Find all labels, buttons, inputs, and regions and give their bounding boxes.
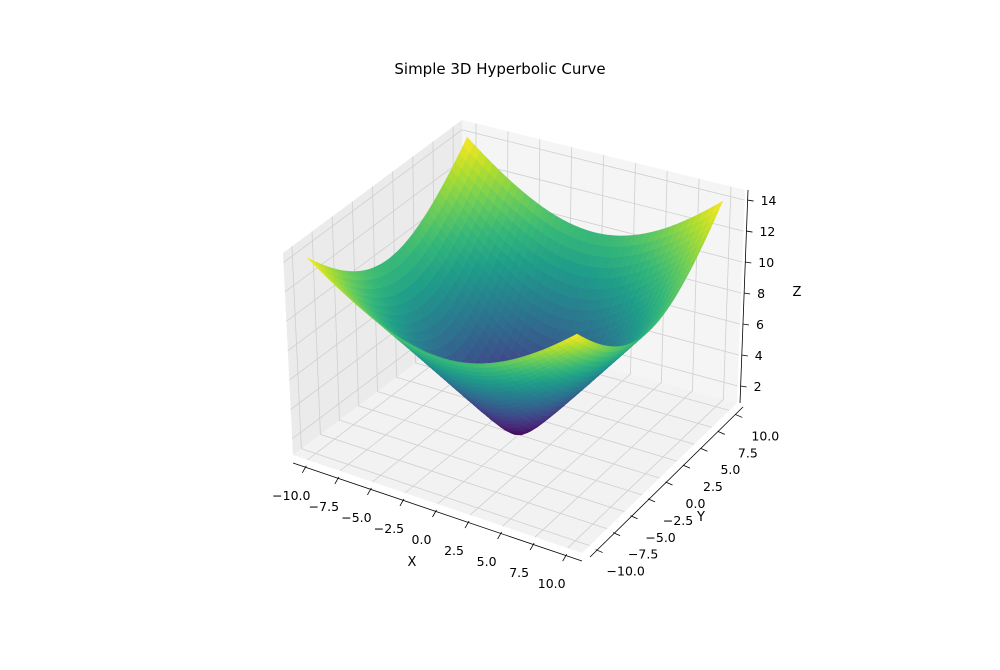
y-tick (630, 515, 638, 520)
x-tick-label: −7.5 (309, 499, 339, 514)
x-tick-label: −5.0 (341, 510, 371, 525)
x-tick-label: 7.5 (509, 565, 529, 580)
y-tick-label: 10.0 (751, 428, 779, 443)
x-tick-label: 10.0 (538, 576, 566, 591)
x-tick-label: 5.0 (477, 554, 497, 569)
y-tick-label: 5.0 (720, 462, 740, 477)
z-axis-line (739, 189, 749, 404)
y-tick-label: 0.0 (686, 496, 706, 511)
y-tick (700, 447, 708, 452)
axes: −10.0−7.5−5.0−2.50.02.55.07.510.0−10.0−7… (272, 189, 779, 591)
y-tick (647, 498, 656, 503)
x-tick (497, 531, 502, 540)
surface-patch (306, 257, 319, 268)
z-axis-label: Z (793, 285, 802, 300)
z-tick-label: 4 (755, 348, 763, 363)
y-tick (612, 532, 621, 537)
y-tick (665, 481, 673, 486)
z-tick (747, 199, 754, 202)
z-tick-label: 2 (754, 379, 762, 394)
y-tick (682, 464, 691, 469)
x-tick (464, 520, 470, 529)
surface (306, 136, 724, 436)
z-tick (746, 230, 753, 233)
x-tick-label: −2.5 (374, 521, 404, 536)
surface-patch (569, 333, 582, 340)
y-grid-line (392, 171, 678, 462)
z-tick-label: 6 (756, 317, 764, 332)
surface-patch (462, 136, 474, 153)
x-tick (301, 465, 307, 474)
chart-title: Simple 3D Hyperbolic Curve (394, 60, 605, 78)
y-grid-line (412, 156, 695, 445)
x-tick (334, 476, 340, 485)
y-tick (717, 430, 726, 435)
y-tick (595, 549, 603, 553)
x-tick-label: 0.0 (412, 532, 432, 547)
y-tick-label: −10.0 (607, 564, 645, 579)
y-tick-label: −2.5 (663, 513, 693, 528)
z-tick-label: 10 (758, 255, 774, 270)
x-axis-label: X (408, 555, 417, 570)
z-tick-label: 8 (757, 286, 765, 301)
x-tick-label: −10.0 (272, 488, 310, 503)
x-axis-line (292, 462, 583, 562)
y-grid-line (291, 246, 590, 546)
y-grid-line (372, 186, 660, 479)
floor-pane (293, 328, 737, 553)
x-tick (529, 542, 535, 551)
x-tick-label: 2.5 (444, 543, 464, 558)
y-tick-label: −7.5 (628, 547, 658, 562)
z-grid-line (283, 129, 745, 263)
z-tick-label: 14 (761, 193, 777, 208)
z-tick (742, 323, 750, 326)
z-tick (744, 292, 751, 295)
y-tick (735, 414, 743, 418)
surface-patch (711, 200, 724, 215)
y-grid-line (311, 231, 608, 530)
x-tick (399, 498, 405, 507)
y-grid-line (351, 201, 643, 496)
y-tick-label: 2.5 (703, 479, 723, 494)
z-tick (741, 354, 748, 357)
z-tick (740, 385, 747, 388)
x-tick (562, 553, 568, 562)
x-tick (367, 487, 372, 496)
x-tick (432, 509, 437, 518)
x-grid-line (567, 186, 732, 549)
y-tick-label: 7.5 (738, 445, 758, 460)
y-tick-label: −5.0 (645, 530, 675, 545)
z-tick-label: 12 (759, 224, 775, 239)
x-grid-line (469, 162, 636, 516)
y-axis-label: Y (696, 510, 705, 525)
z-tick (745, 261, 752, 264)
